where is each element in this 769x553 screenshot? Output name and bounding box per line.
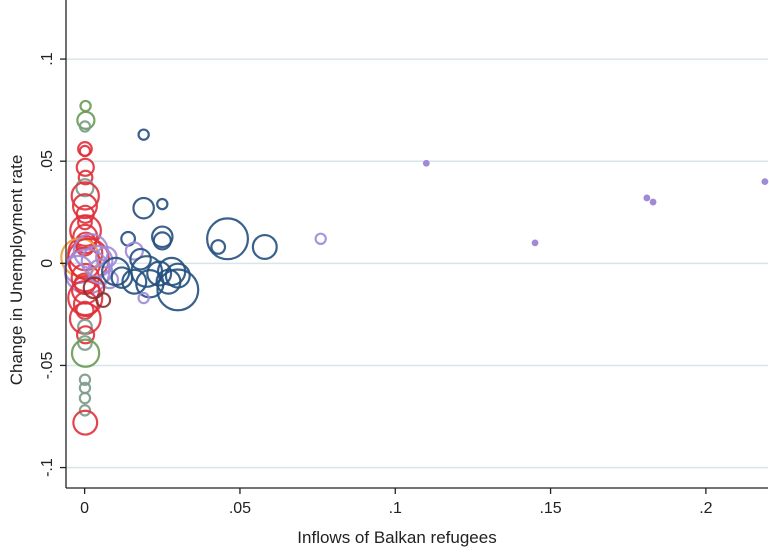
data-point-37 <box>72 409 99 436</box>
data-point-63 <box>156 268 200 312</box>
data-point-48 <box>124 241 144 261</box>
data-point-69 <box>531 239 539 247</box>
x-axis-title: Inflows of Balkan refugees <box>297 528 496 547</box>
data-point-2 <box>78 120 92 133</box>
data-points <box>60 99 769 436</box>
data-point-1 <box>76 110 96 130</box>
y-tick-label-2: 0 <box>39 259 56 268</box>
y-tick-label-1: -.05 <box>39 352 56 380</box>
data-point-33 <box>78 373 92 386</box>
x-tick-label-3: .15 <box>539 500 561 517</box>
data-point-43 <box>82 276 106 300</box>
data-point-56 <box>146 260 173 287</box>
data-point-50 <box>129 247 152 271</box>
y-axis-title: Change in Unemployment rate <box>7 155 26 386</box>
data-point-36 <box>78 404 92 417</box>
data-point-12 <box>69 214 102 248</box>
data-point-70 <box>643 194 651 202</box>
y-tick-label-3: .05 <box>39 150 56 172</box>
data-point-51 <box>137 128 150 141</box>
data-point-35 <box>78 391 92 405</box>
data-point-52 <box>132 196 155 220</box>
data-point-7 <box>75 178 95 198</box>
data-point-5 <box>75 157 95 177</box>
data-point-62 <box>164 262 191 289</box>
x-tick-label-2: .1 <box>389 500 402 517</box>
data-point-65 <box>206 217 250 261</box>
y-tick-label-4: .1 <box>39 52 56 65</box>
data-point-8 <box>70 181 100 211</box>
data-point-32 <box>70 338 101 368</box>
data-point-10 <box>75 204 95 224</box>
data-point-9 <box>71 193 98 220</box>
data-point-30 <box>75 325 96 345</box>
data-point-29 <box>77 318 93 335</box>
data-point-58 <box>150 225 174 249</box>
data-point-66 <box>251 233 278 260</box>
data-point-44 <box>95 292 112 308</box>
x-tick-label-4: .2 <box>699 500 712 517</box>
data-point-67 <box>314 232 327 246</box>
data-point-39 <box>80 244 114 278</box>
data-point-6 <box>77 169 94 186</box>
data-point-59 <box>156 197 169 211</box>
x-tick-label-1: .05 <box>229 500 251 517</box>
x-tick-label-0: 0 <box>80 500 89 517</box>
axes: 0 .05 .1 .15 .2 -.1 -.05 0 .05 .1 <box>39 0 768 517</box>
data-point-68 <box>422 159 430 167</box>
data-point-49 <box>121 268 148 295</box>
data-point-71 <box>649 198 657 206</box>
data-point-55 <box>137 291 150 305</box>
data-point-64 <box>210 239 227 255</box>
data-point-4 <box>78 144 92 158</box>
data-point-72 <box>761 178 769 186</box>
y-tick-label-0: -.1 <box>39 458 56 477</box>
data-point-19 <box>68 246 102 280</box>
